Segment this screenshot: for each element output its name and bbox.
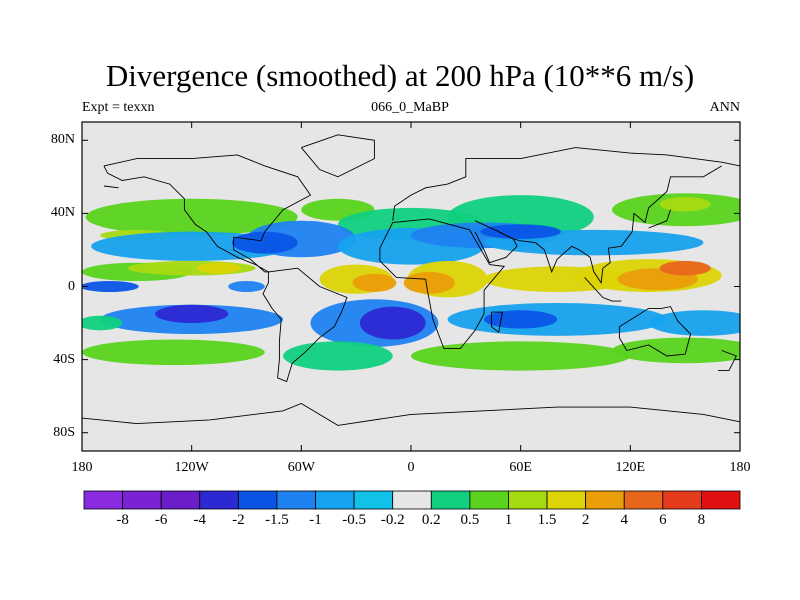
contour-region — [659, 260, 711, 276]
contour-region — [480, 224, 561, 239]
colorbar-segment — [469, 490, 509, 510]
colorbar-segment — [353, 490, 394, 510]
contour-region — [659, 196, 711, 212]
colorbar-label: 0.5 — [460, 512, 480, 528]
colorbar-segment — [430, 490, 471, 510]
coastline — [82, 402, 740, 426]
colorbar-segment — [83, 490, 123, 510]
colorbar-segment — [392, 490, 432, 510]
coastline — [718, 350, 737, 372]
x-tick-label: 60W — [287, 460, 315, 475]
colorbar-segment — [199, 490, 239, 510]
contour-region — [228, 281, 265, 292]
x-tick-label: 180 — [71, 460, 93, 475]
colorbar-segment — [662, 490, 702, 510]
colorbar-segment — [160, 490, 201, 510]
coastline — [474, 231, 518, 264]
coastline — [490, 311, 503, 333]
colorbar-segment — [623, 490, 664, 510]
colorbar-label: -0.5 — [342, 512, 366, 528]
x-tick-label: 120E — [615, 460, 646, 475]
coastline — [392, 147, 740, 221]
coastline — [103, 154, 312, 273]
contour-region — [359, 306, 426, 340]
contour-region — [352, 273, 397, 292]
colorbar-label: -0.2 — [380, 512, 405, 528]
contour-region — [82, 315, 123, 331]
run-label: 066_0_MaBP — [371, 100, 449, 115]
colorbar-segment — [122, 490, 162, 510]
chart-title: Divergence (smoothed) at 200 hPa (10**6 … — [105, 58, 695, 93]
contour-region — [231, 231, 298, 254]
contour-region — [82, 281, 139, 292]
contour-region — [82, 339, 265, 366]
contour-region — [85, 198, 298, 236]
y-tick-label: 40S — [53, 351, 75, 367]
season-label: ANN — [709, 100, 740, 115]
coastline — [584, 277, 622, 302]
colorbar-label: -1 — [309, 512, 322, 528]
y-tick-label: 80N — [50, 132, 75, 148]
coastline — [618, 306, 692, 357]
colorbar-label: -1.5 — [265, 512, 289, 528]
colorbar-label: 2 — [581, 512, 590, 528]
contour-region — [155, 304, 229, 324]
colorbar-segment — [508, 490, 548, 510]
x-tick-label: 180 — [729, 460, 751, 475]
contour-region — [283, 341, 393, 371]
contour-region — [197, 262, 242, 274]
colorbar-segment — [546, 490, 587, 510]
y-tick-label: 80S — [53, 424, 75, 440]
colorbar-label: 1 — [504, 512, 513, 528]
experiment-label: Expt = texxn — [82, 100, 155, 115]
colorbar-label: 8 — [697, 512, 706, 528]
contour-region — [612, 337, 740, 364]
colorbar-segment — [585, 490, 625, 510]
coastline — [262, 267, 348, 383]
coastline — [300, 134, 375, 178]
x-tick-label: 0 — [407, 460, 415, 475]
colorbar-label: -2 — [232, 512, 245, 528]
colorbar-label: 1.5 — [537, 512, 557, 528]
colorbar-label: 4 — [620, 512, 628, 528]
coastline — [103, 185, 119, 189]
coastline — [379, 218, 506, 350]
coastline — [474, 165, 722, 285]
y-tick-label: 0 — [68, 278, 75, 294]
colorbar-label: 6 — [659, 512, 667, 528]
contour-region — [411, 341, 631, 371]
colorbar-segment — [237, 490, 278, 510]
contour-region — [648, 310, 740, 336]
y-tick-label: 40N — [50, 205, 75, 221]
map-field — [82, 122, 740, 451]
colorbar-label: -4 — [193, 512, 207, 528]
colorbar-label: -6 — [154, 512, 168, 528]
colorbar-segment — [315, 490, 355, 510]
contour-region — [484, 310, 558, 329]
colorbar-segment — [276, 490, 316, 510]
colorbar-label: -8 — [116, 512, 129, 528]
coastline — [648, 209, 671, 229]
contour-region — [403, 271, 455, 294]
colorbar-label: 0.2 — [421, 512, 441, 528]
colorbar-segment — [701, 490, 741, 510]
x-tick-label: 60E — [509, 460, 532, 475]
x-tick-label: 120W — [174, 460, 209, 475]
